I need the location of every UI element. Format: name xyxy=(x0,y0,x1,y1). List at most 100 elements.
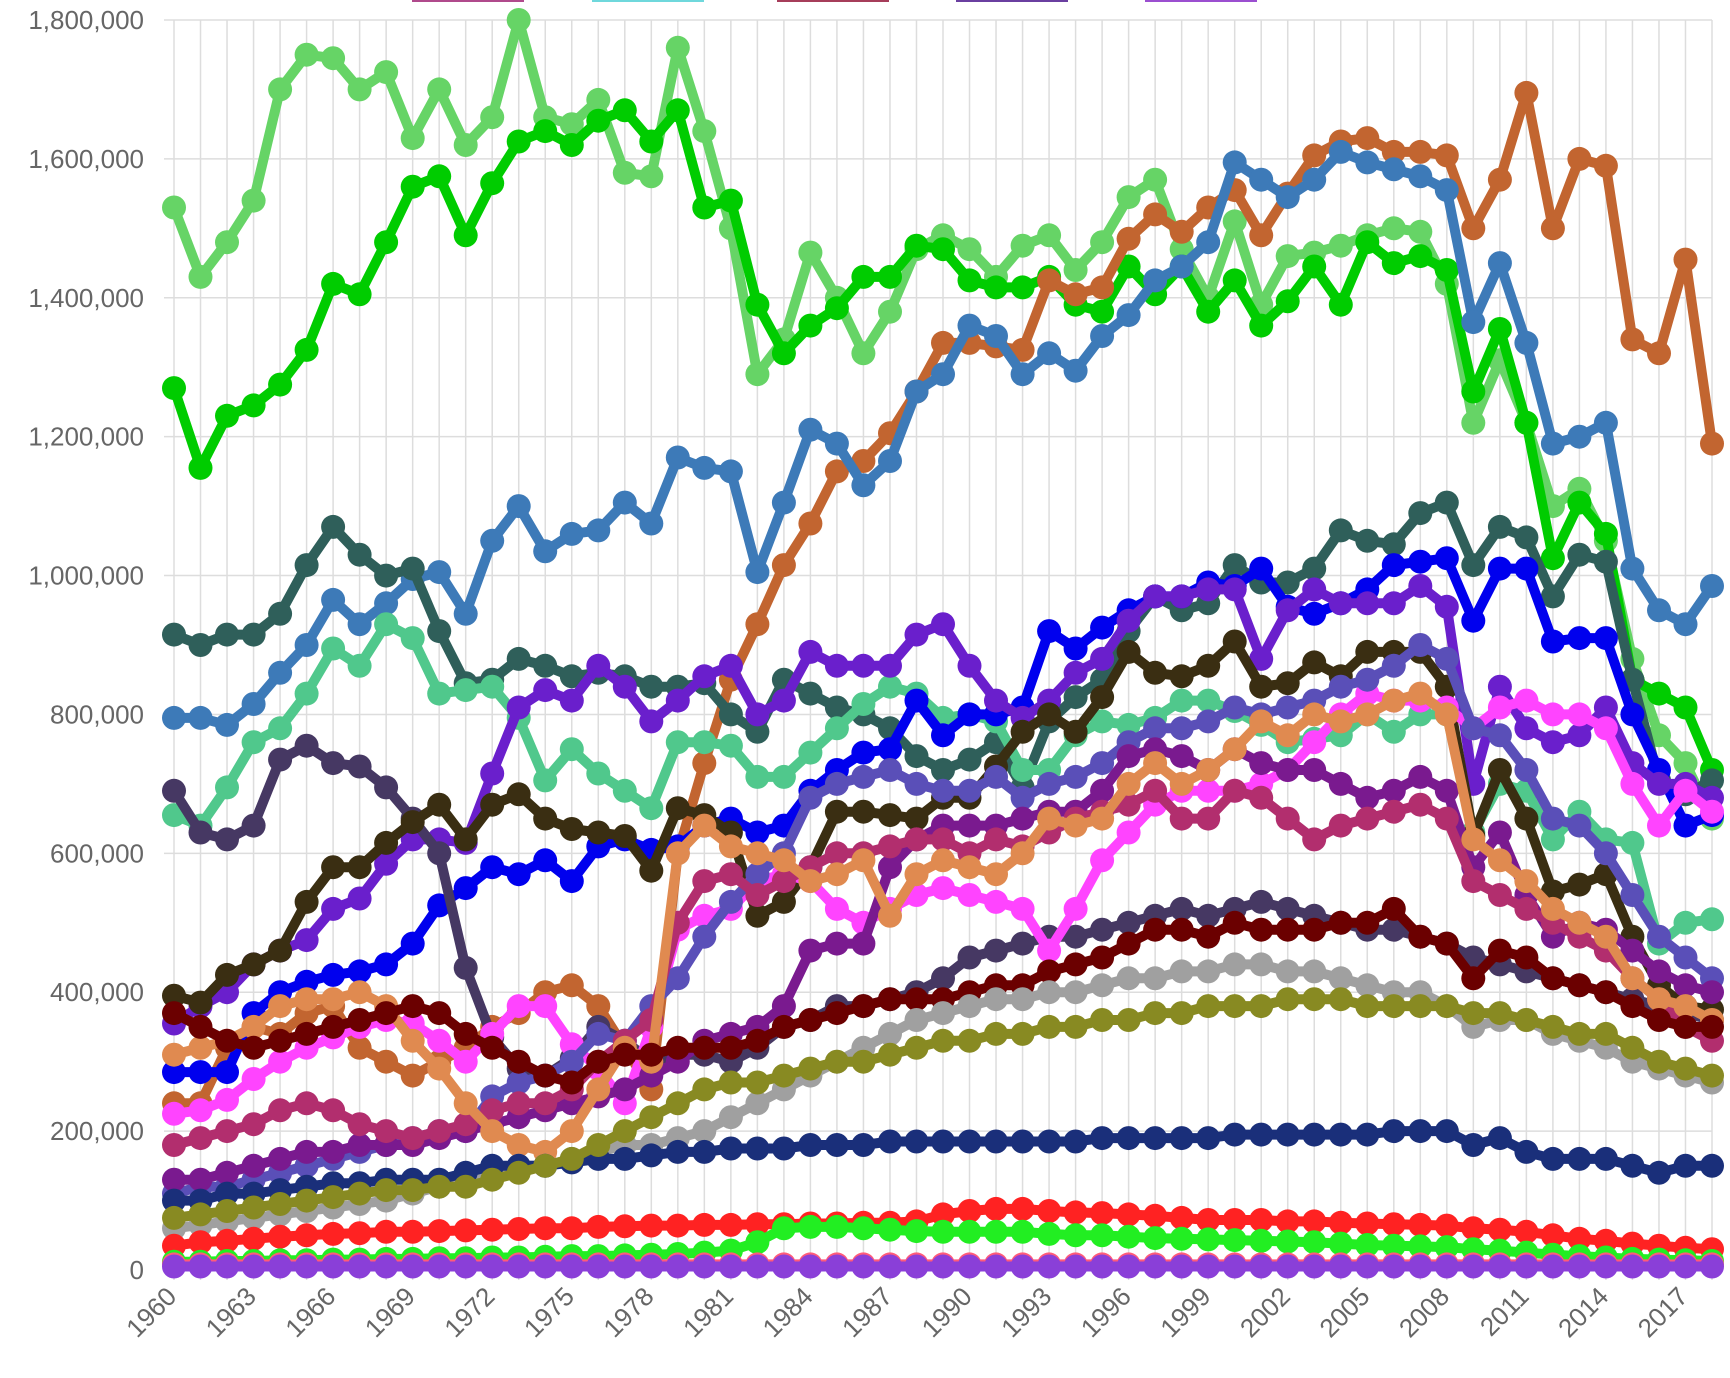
data-point xyxy=(268,1098,293,1123)
data-point xyxy=(268,1049,293,1074)
data-point xyxy=(1461,310,1486,335)
data-point xyxy=(1037,268,1062,293)
data-point xyxy=(1196,758,1221,782)
data-point xyxy=(1196,1254,1221,1279)
data-point xyxy=(215,1060,239,1085)
data-point xyxy=(1355,702,1380,727)
data-point xyxy=(294,733,319,758)
data-point xyxy=(1567,910,1592,935)
x-tick-label: 1987 xyxy=(836,1281,898,1343)
data-point xyxy=(1116,1202,1141,1227)
data-point xyxy=(1381,688,1406,713)
data-point xyxy=(612,778,637,803)
data-point xyxy=(1090,324,1115,348)
data-point xyxy=(1461,216,1486,241)
series-16 xyxy=(162,896,1724,1095)
data-point xyxy=(1222,695,1247,720)
data-point xyxy=(639,129,664,154)
data-point xyxy=(612,1077,637,1102)
data-point xyxy=(241,1195,266,1220)
data-point xyxy=(1673,778,1698,803)
data-point xyxy=(506,646,531,671)
x-tick-label: 2017 xyxy=(1632,1281,1694,1343)
data-point xyxy=(268,660,293,685)
data-point xyxy=(1063,660,1088,685)
data-point xyxy=(188,990,213,1015)
data-point xyxy=(268,372,293,397)
data-point xyxy=(400,931,425,956)
data-point xyxy=(1169,1126,1194,1151)
data-point xyxy=(506,494,531,519)
data-point xyxy=(639,1042,664,1067)
data-point xyxy=(718,1136,743,1161)
data-point xyxy=(1487,1254,1512,1279)
data-point xyxy=(241,1153,266,1178)
data-point xyxy=(798,1133,823,1157)
data-point xyxy=(321,987,346,1012)
data-point xyxy=(878,1254,902,1279)
data-point xyxy=(1302,987,1327,1012)
data-point xyxy=(824,1214,849,1239)
data-point xyxy=(1116,185,1141,210)
data-point xyxy=(215,775,239,800)
data-point xyxy=(1143,167,1168,192)
data-point xyxy=(1487,695,1512,720)
data-point xyxy=(1355,1233,1380,1257)
data-point xyxy=(1434,1254,1459,1279)
data-point xyxy=(851,264,876,289)
data-point xyxy=(1090,230,1115,255)
data-point xyxy=(321,46,346,71)
data-point xyxy=(1090,917,1115,942)
data-point xyxy=(957,747,982,772)
data-point xyxy=(1487,1217,1512,1242)
data-point xyxy=(533,539,558,564)
data-point xyxy=(586,761,611,786)
data-point xyxy=(1222,150,1247,175)
data-point xyxy=(745,862,770,887)
data-point xyxy=(798,511,823,536)
data-point xyxy=(1647,341,1671,366)
data-point xyxy=(1487,723,1512,748)
data-point xyxy=(1540,431,1565,456)
data-point xyxy=(427,1174,452,1199)
legend-swatch xyxy=(1145,0,1257,2)
data-point xyxy=(1381,778,1406,803)
data-point xyxy=(268,994,293,1019)
data-point xyxy=(824,296,849,321)
data-point xyxy=(851,1254,876,1279)
data-point xyxy=(745,1254,770,1279)
data-point xyxy=(1381,591,1406,616)
data-point xyxy=(1196,709,1221,734)
data-point xyxy=(294,1254,319,1279)
data-point xyxy=(824,1133,849,1157)
data-point xyxy=(1249,223,1274,248)
x-tick-label: 1996 xyxy=(1075,1281,1137,1343)
data-point xyxy=(931,876,955,901)
data-point xyxy=(347,282,372,307)
data-point xyxy=(1037,1129,1062,1154)
data-point xyxy=(533,1254,558,1279)
data-point xyxy=(1275,185,1300,210)
y-axis: 0 200,000 400,000 600,000 800,000 1,000,000 1,… xyxy=(28,5,144,1285)
data-point xyxy=(1514,896,1539,921)
data-point xyxy=(586,108,611,133)
data-point xyxy=(1010,841,1035,866)
data-point xyxy=(1328,709,1353,734)
data-point xyxy=(1010,1021,1035,1046)
data-point xyxy=(1249,917,1274,942)
data-point xyxy=(1249,556,1274,581)
data-point xyxy=(1143,751,1168,776)
data-point xyxy=(878,834,902,859)
data-point xyxy=(1381,1254,1406,1279)
data-point xyxy=(1116,254,1141,279)
data-point xyxy=(533,653,558,678)
data-point xyxy=(400,1126,425,1151)
data-point xyxy=(1275,570,1300,595)
data-point xyxy=(931,778,955,803)
data-point xyxy=(294,1139,319,1164)
data-point xyxy=(533,1153,558,1178)
data-point xyxy=(1355,1211,1380,1236)
data-point xyxy=(878,855,902,880)
data-point xyxy=(1434,778,1459,803)
